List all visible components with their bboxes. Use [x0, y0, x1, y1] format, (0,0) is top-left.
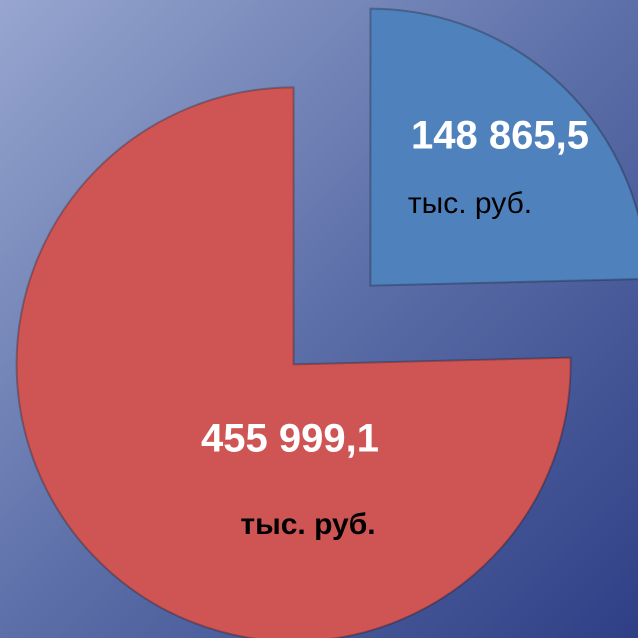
pie-slice [15, 86, 572, 638]
pie-slice [369, 7, 638, 287]
slices [15, 7, 638, 638]
slice-unit-label: тыс. руб. [408, 187, 532, 220]
slice-value-label: 148 865,5 [411, 114, 589, 158]
slice-value-label: 455 999,1 [201, 417, 379, 461]
slice-unit-label: тыс. руб. [240, 508, 375, 541]
